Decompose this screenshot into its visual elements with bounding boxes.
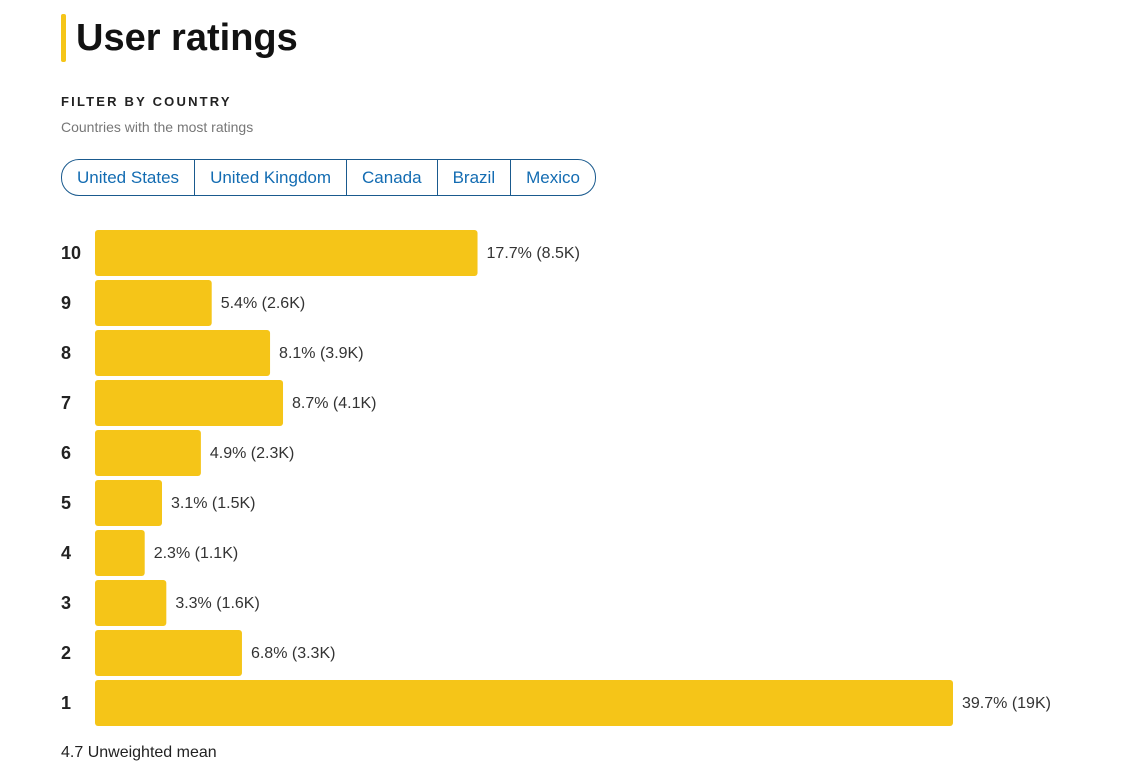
rating-label: 1	[61, 693, 71, 713]
country-button[interactable]: Canada	[346, 160, 437, 195]
mean-label: 4.7 Unweighted mean	[61, 744, 217, 761]
country-button[interactable]: United States	[77, 167, 180, 187]
value-label: 8.1% (3.9K)	[279, 345, 363, 362]
rating-label: 6	[61, 443, 71, 463]
bar	[95, 380, 284, 426]
bar	[95, 480, 162, 526]
rating-label: 8	[61, 343, 71, 363]
bar	[95, 580, 167, 626]
bar	[95, 630, 242, 676]
filter-subtitle: Countries with the most ratings	[61, 119, 254, 135]
rating-label: 10	[61, 243, 81, 263]
value-label: 39.7% (19K)	[962, 695, 1051, 712]
rating-label: 4	[61, 543, 71, 563]
value-label: 3.1% (1.5K)	[171, 495, 255, 512]
value-label: 6.8% (3.3K)	[251, 645, 335, 662]
bar	[95, 280, 212, 326]
value-label: 8.7% (4.1K)	[292, 395, 376, 412]
rating-label: 9	[61, 293, 71, 313]
country-button[interactable]: Brazil	[436, 160, 511, 195]
country-filter: United States United Kingdom Canada Brazil M…	[61, 159, 596, 196]
title-accent	[61, 14, 66, 62]
country-button[interactable]: United Kingdom	[194, 160, 346, 195]
bar	[95, 230, 478, 276]
bar	[95, 430, 201, 476]
rating-label: 7	[61, 393, 71, 413]
country-button[interactable]: Mexico	[510, 160, 595, 195]
value-label: 5.4% (2.6K)	[221, 295, 305, 312]
title-wrap: User ratings	[61, 14, 298, 62]
rating-label: 5	[61, 493, 71, 513]
rating-label: 2	[61, 643, 71, 663]
filter-heading: FILTER BY COUNTRY	[61, 94, 232, 109]
page-title: User ratings	[76, 16, 298, 59]
bar	[95, 330, 271, 376]
bar	[95, 680, 953, 726]
value-label: 4.9% (2.3K)	[210, 445, 294, 462]
value-label: 3.3% (1.6K)	[175, 595, 259, 612]
value-label: 17.7% (8.5K)	[487, 245, 580, 262]
bar	[95, 530, 145, 576]
ratings-chart: 10 17.7% (8.5K) 9 5.4% (2.6K) 8 8.1% (3.9K) 7 8…	[61, 230, 1051, 726]
value-label: 2.3% (1.1K)	[154, 545, 238, 562]
rating-label: 3	[61, 593, 71, 613]
